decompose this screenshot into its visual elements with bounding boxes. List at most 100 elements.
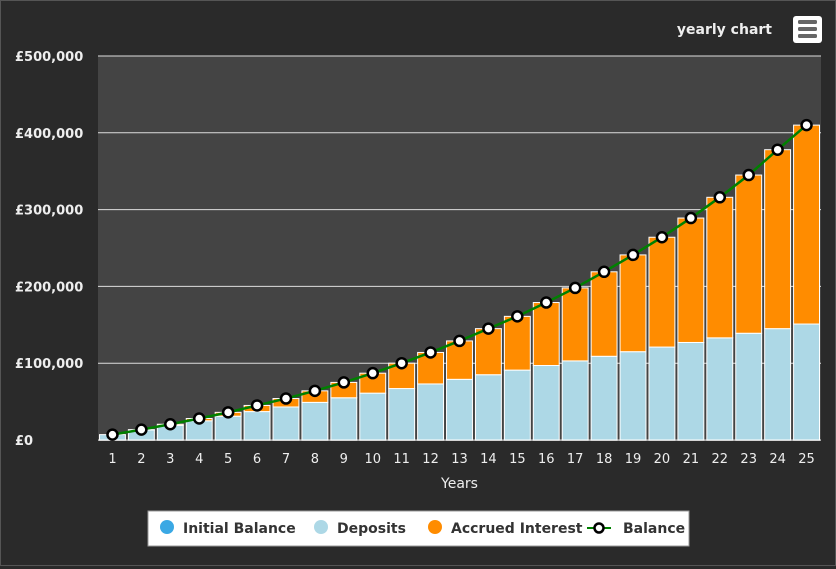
x-tick-label: 16 bbox=[538, 452, 555, 467]
balance-point[interactable] bbox=[339, 377, 349, 387]
balance-point[interactable] bbox=[657, 232, 667, 242]
bar-deposits[interactable] bbox=[475, 375, 501, 440]
x-tick-label: 12 bbox=[422, 452, 439, 467]
bar-accrued-interest[interactable] bbox=[533, 303, 559, 366]
bar-deposits[interactable] bbox=[678, 342, 704, 440]
x-tick-label: 21 bbox=[683, 452, 700, 467]
legend-label: Accrued Interest bbox=[451, 521, 583, 537]
bar-accrued-interest[interactable] bbox=[562, 288, 588, 361]
bar-deposits[interactable] bbox=[736, 333, 762, 440]
bar-accrued-interest[interactable] bbox=[765, 150, 791, 329]
legend-color-symbol bbox=[160, 520, 174, 534]
bar-accrued-interest[interactable] bbox=[649, 237, 675, 347]
x-tick-label: 23 bbox=[740, 452, 757, 467]
balance-point[interactable] bbox=[744, 170, 754, 180]
bar-deposits[interactable] bbox=[418, 384, 444, 440]
bar-accrued-interest[interactable] bbox=[475, 329, 501, 375]
bar-deposits[interactable] bbox=[591, 356, 617, 440]
x-tick-label: 5 bbox=[224, 452, 232, 467]
menu-bar bbox=[798, 34, 817, 38]
bar-accrued-interest[interactable] bbox=[678, 218, 704, 342]
bar-deposits[interactable] bbox=[620, 352, 646, 440]
bar-deposits[interactable] bbox=[331, 398, 357, 440]
balance-point[interactable] bbox=[397, 358, 407, 368]
x-tick-label: 9 bbox=[340, 452, 348, 467]
bar-accrued-interest[interactable] bbox=[736, 175, 762, 333]
x-tick-label: 25 bbox=[798, 452, 815, 467]
bar-deposits[interactable] bbox=[244, 412, 270, 440]
balance-point[interactable] bbox=[599, 267, 609, 277]
x-tick-label: 8 bbox=[311, 452, 319, 467]
balance-point[interactable] bbox=[512, 311, 522, 321]
bar-deposits[interactable] bbox=[389, 389, 415, 440]
balance-point[interactable] bbox=[773, 145, 783, 155]
bar-deposits[interactable] bbox=[533, 366, 559, 440]
balance-point[interactable] bbox=[686, 213, 696, 223]
balance-point[interactable] bbox=[802, 120, 812, 130]
bar-deposits[interactable] bbox=[562, 361, 588, 440]
x-tick-label: 24 bbox=[769, 452, 786, 467]
balance-point[interactable] bbox=[715, 192, 725, 202]
x-tick-label: 6 bbox=[253, 452, 261, 467]
legend-point-symbol bbox=[595, 524, 604, 533]
legend-label: Deposits bbox=[337, 521, 406, 537]
x-tick-label: 3 bbox=[166, 452, 174, 467]
bar-deposits[interactable] bbox=[215, 416, 241, 440]
bar-deposits[interactable] bbox=[707, 338, 733, 440]
x-tick-label: 2 bbox=[137, 452, 145, 467]
bar-accrued-interest[interactable] bbox=[794, 125, 820, 324]
bar-deposits[interactable] bbox=[794, 324, 820, 440]
menu-bar bbox=[798, 27, 817, 31]
balance-point[interactable] bbox=[107, 430, 117, 440]
legend-label: Initial Balance bbox=[183, 521, 296, 537]
y-tick-label: £200,000 bbox=[15, 280, 83, 295]
y-tick-label: £500,000 bbox=[15, 50, 83, 65]
bar-accrued-interest[interactable] bbox=[591, 272, 617, 356]
balance-point[interactable] bbox=[136, 425, 146, 435]
balance-point[interactable] bbox=[426, 347, 436, 357]
x-tick-label: 1 bbox=[108, 452, 116, 467]
x-tick-label: 22 bbox=[712, 452, 729, 467]
bar-deposits[interactable] bbox=[765, 329, 791, 440]
balance-point[interactable] bbox=[165, 419, 175, 429]
legend-color-symbol bbox=[428, 520, 442, 534]
x-tick-label: 13 bbox=[451, 452, 468, 467]
balance-point[interactable] bbox=[281, 394, 291, 404]
balance-point[interactable] bbox=[252, 400, 262, 410]
bar-deposits[interactable] bbox=[447, 379, 473, 440]
x-tick-label: 7 bbox=[282, 452, 290, 467]
bar-accrued-interest[interactable] bbox=[707, 197, 733, 338]
legend-color-symbol bbox=[314, 520, 328, 534]
balance-point[interactable] bbox=[455, 336, 465, 346]
bar-accrued-interest[interactable] bbox=[504, 316, 530, 370]
legend-label: Balance bbox=[623, 521, 685, 537]
bar-deposits[interactable] bbox=[360, 393, 386, 440]
x-tick-label: 19 bbox=[625, 452, 642, 467]
balance-point[interactable] bbox=[194, 413, 204, 423]
balance-point[interactable] bbox=[628, 250, 638, 260]
balance-point[interactable] bbox=[368, 368, 378, 378]
balance-point[interactable] bbox=[223, 407, 233, 417]
balance-point[interactable] bbox=[310, 386, 320, 396]
chart-title-label: yearly chart bbox=[677, 22, 772, 38]
x-tick-label: 11 bbox=[393, 452, 410, 467]
bar-deposits[interactable] bbox=[273, 407, 299, 440]
balance-point[interactable] bbox=[541, 298, 551, 308]
bar-deposits[interactable] bbox=[649, 347, 675, 440]
balance-point[interactable] bbox=[483, 324, 493, 334]
x-tick-label: 18 bbox=[596, 452, 613, 467]
y-tick-label: £300,000 bbox=[15, 204, 83, 219]
legend-item-accrued-interest[interactable]: Accrued Interest bbox=[428, 520, 583, 537]
hamburger-menu-icon[interactable] bbox=[793, 16, 822, 43]
y-tick-label: £100,000 bbox=[15, 357, 83, 372]
x-tick-label: 4 bbox=[195, 452, 203, 467]
legend: Initial Balance Deposits Accrued Interest B… bbox=[148, 511, 689, 546]
x-tick-label: 14 bbox=[480, 452, 497, 467]
balance-point[interactable] bbox=[570, 283, 580, 293]
bar-deposits[interactable] bbox=[504, 370, 530, 440]
bar-deposits[interactable] bbox=[302, 402, 328, 440]
bar-accrued-interest[interactable] bbox=[620, 255, 646, 352]
x-axis-title: Years bbox=[440, 476, 478, 492]
